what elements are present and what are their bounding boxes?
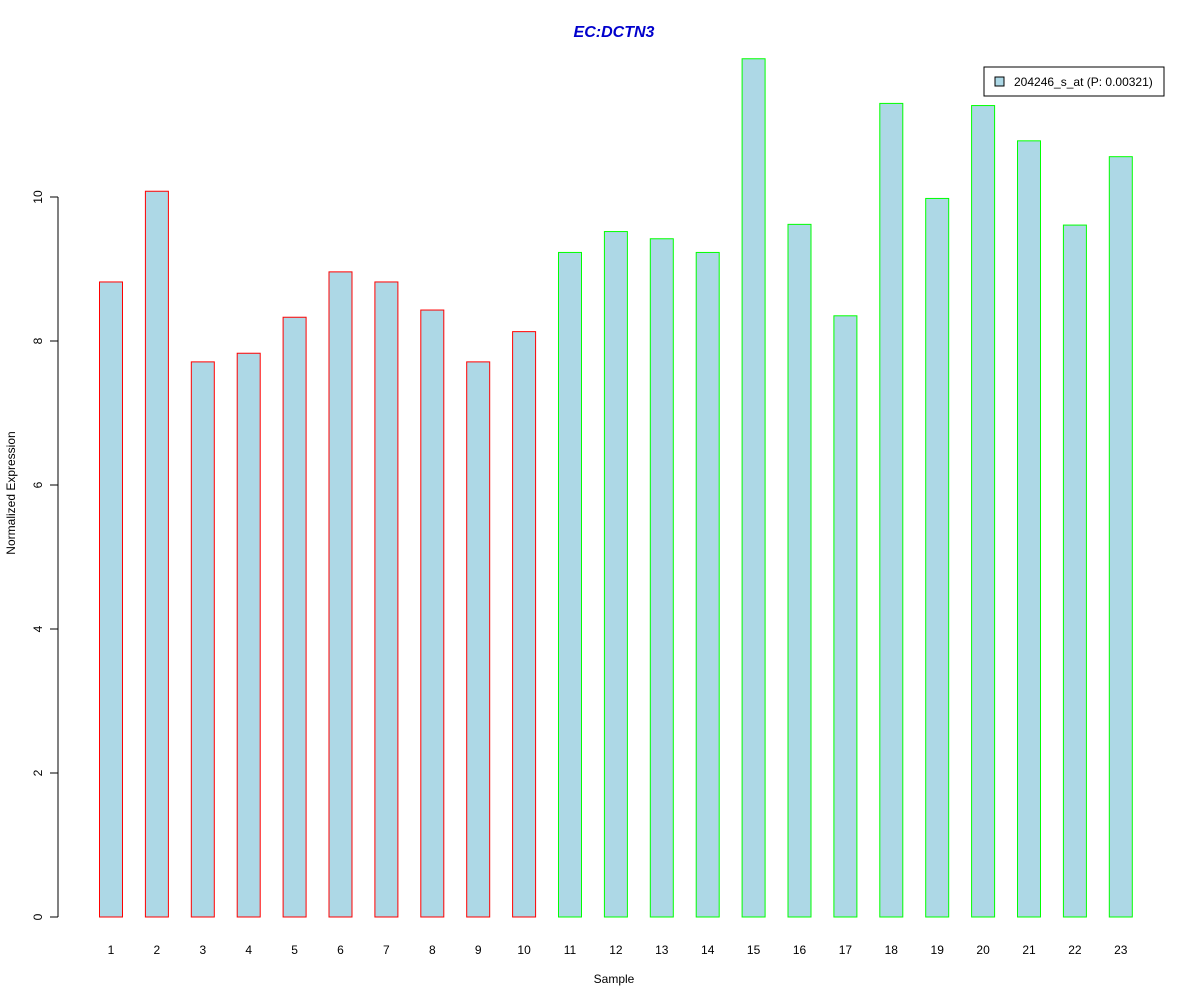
bar-sample-13 — [649, 238, 674, 918]
x-tick-label: 17 — [839, 943, 853, 957]
legend: 204246_s_at (P: 0.00321) — [983, 66, 1165, 97]
x-tick-label: 15 — [747, 943, 761, 957]
x-tick-label: 7 — [383, 943, 390, 957]
bar-sample-5 — [282, 316, 307, 918]
x-tick-label: 1 — [108, 943, 115, 957]
y-tick-label: 2 — [31, 769, 45, 776]
legend-label: 204246_s_at (P: 0.00321) — [1014, 75, 1153, 89]
bar-sample-15 — [741, 58, 766, 918]
x-tick-label: 13 — [655, 943, 669, 957]
x-tick-label: 8 — [429, 943, 436, 957]
legend-swatch — [994, 76, 1005, 87]
bar-sample-22 — [1062, 224, 1087, 918]
x-tick-label: 18 — [885, 943, 899, 957]
bar-sample-14 — [695, 251, 720, 918]
bar-sample-4 — [236, 352, 261, 918]
x-tick-label: 5 — [291, 943, 298, 957]
x-tick-label: 2 — [154, 943, 161, 957]
x-tick-label: 19 — [931, 943, 945, 957]
bar-sample-7 — [374, 281, 399, 918]
bar-sample-1 — [99, 281, 123, 918]
y-tick-label: 0 — [31, 913, 45, 920]
bar-sample-16 — [787, 223, 812, 918]
x-tick-label: 23 — [1114, 943, 1128, 957]
bar-sample-20 — [971, 105, 996, 918]
bar-sample-10 — [512, 331, 537, 918]
bar-sample-9 — [466, 361, 491, 918]
bar-sample-6 — [328, 271, 353, 918]
bar-sample-8 — [420, 309, 445, 918]
x-tick-label: 20 — [976, 943, 990, 957]
y-tick-label: 10 — [31, 190, 45, 204]
y-tick-label: 8 — [31, 337, 45, 344]
x-tick-label: 4 — [245, 943, 252, 957]
x-tick-label: 21 — [1022, 943, 1036, 957]
x-tick-label: 12 — [609, 943, 623, 957]
legend-box — [983, 66, 1165, 97]
bars — [99, 58, 1133, 918]
x-axis-label: Sample — [594, 972, 635, 986]
y-axis-label: Normalized Expression — [4, 431, 18, 554]
bar-sample-19 — [925, 197, 950, 918]
x-tick-label: 6 — [337, 943, 344, 957]
x-tick-labels: 1 2 3 4 5 6 7 8 9 10 11 12 13 14 15 16 17 18 19 20 21 22 23 — [108, 943, 1128, 957]
bar-sample-12 — [603, 231, 628, 918]
bar-sample-17 — [833, 315, 858, 918]
bar-sample-18 — [879, 102, 904, 918]
bar-sample-23 — [1108, 156, 1133, 918]
x-tick-label: 14 — [701, 943, 715, 957]
x-tick-label: 11 — [564, 943, 577, 957]
x-tick-label: 9 — [475, 943, 482, 957]
bar-sample-3 — [190, 361, 215, 918]
y-tick-label: 6 — [31, 481, 45, 488]
bar-sample-2 — [144, 190, 169, 918]
bar-sample-21 — [1017, 140, 1041, 918]
y-tick-label: 4 — [31, 625, 45, 632]
chart-title: EC:DCTN3 — [574, 24, 655, 41]
x-tick-label: 16 — [793, 943, 807, 957]
x-tick-label: 22 — [1068, 943, 1082, 957]
x-tick-label: 3 — [199, 943, 206, 957]
bar-sample-11 — [558, 251, 582, 918]
y-axis: 0 2 4 6 8 10 — [31, 190, 59, 920]
x-tick-label: 10 — [517, 943, 531, 957]
